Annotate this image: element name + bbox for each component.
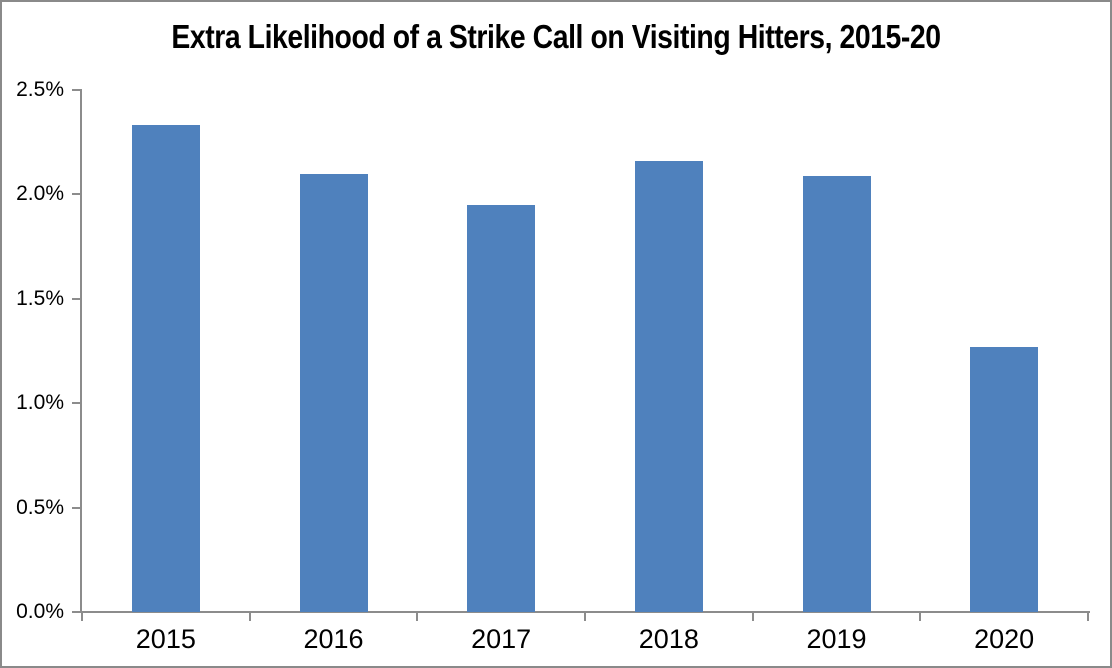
x-axis-label: 2016	[303, 624, 364, 654]
x-axis-label: 2018	[638, 624, 699, 654]
y-axis-label: 0.5%	[16, 495, 64, 519]
y-axis-label: 2.5%	[16, 78, 64, 101]
bar-2019	[802, 175, 871, 612]
x-axis-tick	[919, 612, 922, 621]
x-axis-tick	[248, 612, 251, 621]
x-axis-tick	[751, 612, 754, 621]
x-axis-label: 2015	[135, 624, 196, 654]
x-axis-tick	[584, 612, 586, 621]
y-axis-label: 1.5%	[16, 286, 64, 310]
y-axis-label: 0.0%	[16, 600, 64, 623]
x-axis-label: 2017	[471, 624, 532, 654]
y-axis-tick	[72, 506, 82, 509]
x-axis-tick	[81, 612, 83, 621]
y-axis-line	[80, 90, 82, 613]
bar-2018	[634, 160, 703, 612]
y-axis-tick	[72, 611, 82, 613]
y-axis-tick	[72, 193, 82, 196]
bar-2016	[299, 173, 368, 612]
x-axis-label: 2020	[974, 624, 1035, 654]
bar-2017	[467, 204, 536, 612]
y-axis-label: 1.0%	[16, 391, 64, 415]
x-axis-label: 2019	[806, 624, 867, 654]
bar-2015	[131, 125, 200, 612]
y-axis-label: 2.0%	[16, 182, 64, 206]
bar-2020	[970, 346, 1039, 612]
x-axis-tick	[416, 612, 419, 621]
y-axis-tick	[72, 297, 82, 300]
x-axis-tick	[1087, 612, 1089, 621]
y-axis-tick	[72, 89, 82, 91]
y-axis-tick	[72, 402, 82, 405]
chart-title: Extra Likelihood of a Strike Call on Vis…	[171, 18, 941, 55]
